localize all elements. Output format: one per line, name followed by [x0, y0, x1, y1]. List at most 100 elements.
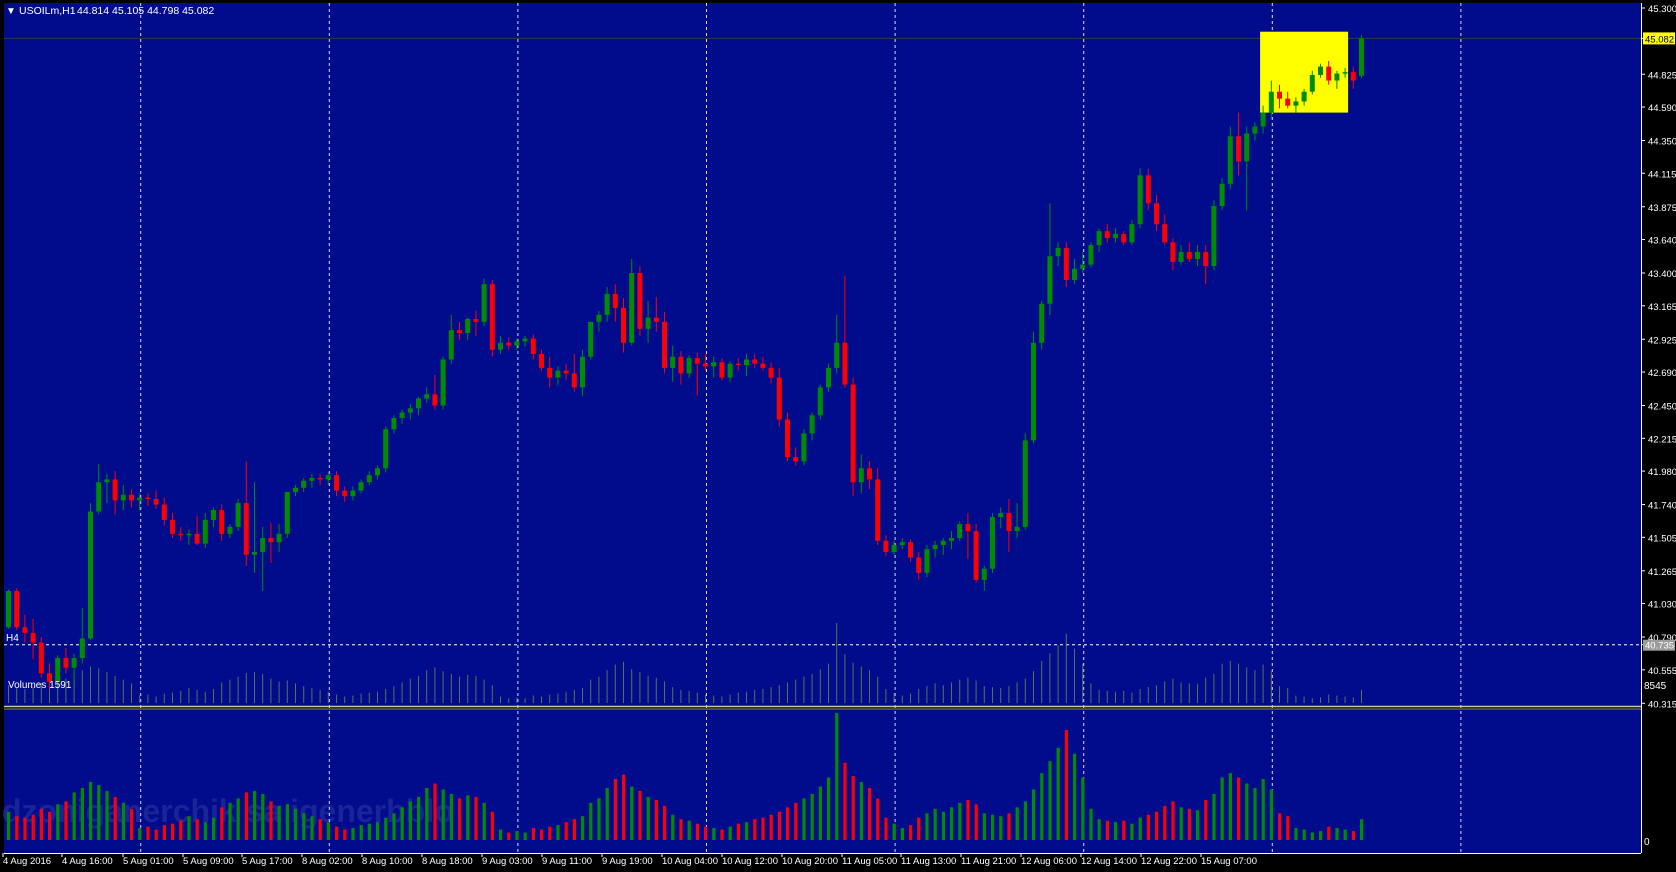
candle[interactable] [399, 409, 405, 424]
candle[interactable] [342, 486, 348, 502]
candle[interactable] [1359, 35, 1364, 79]
candle[interactable] [1096, 228, 1102, 253]
candle[interactable] [1326, 61, 1332, 85]
candle[interactable] [793, 447, 799, 466]
candle[interactable] [1154, 194, 1159, 232]
candle[interactable] [850, 377, 856, 497]
candle[interactable] [678, 351, 684, 385]
candle[interactable] [22, 614, 28, 643]
candle[interactable] [161, 497, 167, 526]
candle[interactable] [612, 284, 618, 322]
candle[interactable] [416, 397, 421, 416]
candle[interactable] [153, 490, 159, 509]
candle[interactable] [555, 366, 561, 385]
candle[interactable] [588, 321, 594, 360]
candle[interactable] [219, 504, 225, 541]
candle[interactable] [637, 266, 643, 336]
candle[interactable] [768, 362, 774, 384]
candle[interactable] [14, 588, 20, 631]
candle[interactable] [432, 374, 438, 410]
candle[interactable] [1334, 70, 1340, 89]
candle[interactable] [334, 471, 339, 497]
candle[interactable] [1260, 105, 1266, 134]
candle[interactable] [178, 526, 184, 541]
candle[interactable] [489, 279, 495, 357]
candle[interactable] [908, 539, 913, 562]
candle[interactable] [145, 493, 151, 506]
candle[interactable] [1236, 112, 1241, 176]
candle[interactable] [1022, 433, 1028, 530]
candle[interactable] [375, 465, 380, 480]
candle[interactable] [1178, 245, 1184, 265]
candle[interactable] [1285, 91, 1291, 109]
candle[interactable] [1342, 67, 1348, 78]
candle[interactable] [465, 317, 471, 340]
candle[interactable] [1309, 70, 1315, 95]
candle[interactable] [973, 524, 979, 583]
candle[interactable] [1063, 242, 1069, 287]
candle[interactable] [358, 479, 364, 494]
candle[interactable] [498, 335, 503, 354]
candle[interactable] [1137, 168, 1143, 229]
candle[interactable] [932, 540, 938, 558]
candle[interactable] [596, 310, 602, 332]
candle[interactable] [293, 485, 298, 497]
candle[interactable] [1006, 498, 1012, 552]
candle[interactable] [744, 353, 749, 377]
candle[interactable] [186, 529, 192, 545]
candle[interactable] [227, 524, 233, 539]
header-triangle-icon[interactable]: ▼ [6, 6, 16, 17]
candle[interactable] [1170, 238, 1176, 271]
candle[interactable] [530, 334, 536, 360]
candle[interactable] [1301, 88, 1307, 106]
candle[interactable] [235, 498, 241, 532]
candle[interactable] [1088, 242, 1094, 268]
candle[interactable] [949, 531, 954, 550]
candle[interactable] [383, 426, 389, 473]
candle[interactable] [120, 485, 126, 511]
candle[interactable] [63, 648, 69, 674]
candle[interactable] [1268, 80, 1274, 120]
candle[interactable] [1252, 122, 1258, 141]
candle[interactable] [440, 356, 446, 410]
candle[interactable] [563, 363, 569, 381]
candle[interactable] [711, 356, 717, 378]
candle[interactable] [785, 412, 790, 462]
candle[interactable] [1219, 178, 1225, 211]
candle[interactable] [129, 489, 134, 508]
candle[interactable] [1293, 97, 1299, 113]
candle[interactable] [547, 356, 553, 388]
candle[interactable] [1203, 245, 1209, 285]
candle[interactable] [924, 544, 930, 578]
candle[interactable] [727, 360, 733, 382]
candle[interactable] [1186, 242, 1192, 262]
candle[interactable] [752, 353, 758, 368]
candle[interactable] [1277, 84, 1282, 109]
candle[interactable] [645, 300, 651, 343]
candle[interactable] [809, 412, 815, 441]
candle[interactable] [1227, 126, 1233, 190]
candle[interactable] [1162, 214, 1168, 246]
candle[interactable] [309, 473, 315, 488]
candle[interactable] [604, 286, 610, 322]
candle[interactable] [1244, 126, 1250, 211]
candle[interactable] [325, 472, 331, 486]
candle[interactable] [735, 358, 741, 371]
candle[interactable] [842, 275, 848, 388]
candle[interactable] [940, 538, 946, 555]
candle[interactable] [284, 491, 290, 539]
candle[interactable] [276, 524, 282, 552]
candle[interactable] [1145, 168, 1151, 211]
candle[interactable] [875, 468, 881, 545]
candle[interactable] [457, 321, 462, 340]
candle[interactable] [686, 355, 692, 378]
candle[interactable] [514, 338, 520, 350]
candle[interactable] [1031, 331, 1036, 444]
candle[interactable] [965, 512, 971, 559]
candle[interactable] [719, 358, 725, 381]
candle[interactable] [760, 356, 766, 371]
candle[interactable] [883, 535, 889, 557]
candle[interactable] [1072, 259, 1077, 285]
candle[interactable] [662, 312, 667, 374]
